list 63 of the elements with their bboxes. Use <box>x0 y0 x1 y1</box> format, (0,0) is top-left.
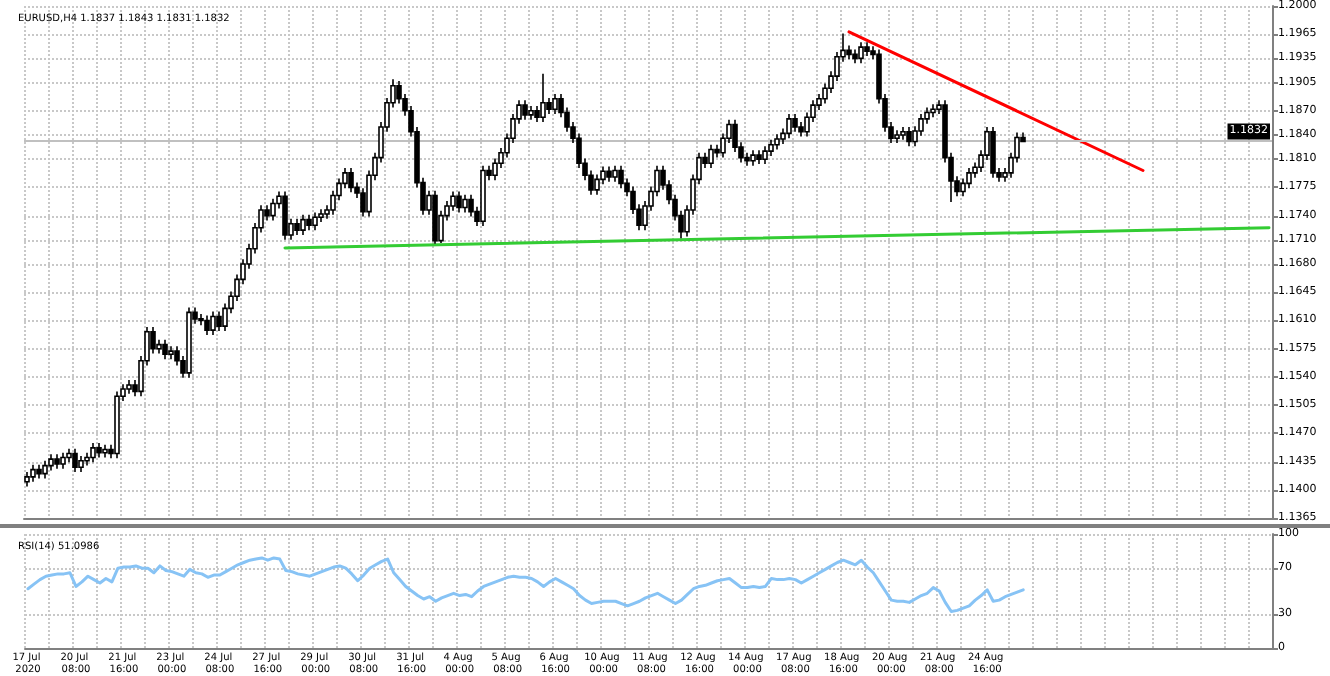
candlestick <box>456 190 462 214</box>
candlestick <box>186 306 192 379</box>
candlestick <box>312 211 318 231</box>
candlestick <box>432 189 438 245</box>
candlestick <box>102 443 108 459</box>
candlestick <box>318 208 324 223</box>
candlestick <box>540 72 546 123</box>
candlestick <box>792 113 798 133</box>
candlestick <box>210 310 216 336</box>
candlestick <box>450 190 456 212</box>
candlestick <box>216 310 222 332</box>
candlestick <box>894 129 900 144</box>
candlestick <box>84 451 90 467</box>
candlestick <box>162 339 168 360</box>
candlestick <box>756 149 762 165</box>
candlestick <box>594 173 600 196</box>
candlestick <box>708 143 714 169</box>
candlestick <box>24 471 30 488</box>
candlestick <box>198 313 204 327</box>
candlestick <box>306 214 312 231</box>
candlestick <box>114 390 120 460</box>
candlestick <box>852 48 858 65</box>
candlestick <box>270 197 276 222</box>
candlestick <box>786 113 792 140</box>
candlestick <box>78 455 84 473</box>
candlestick <box>858 41 864 65</box>
candlestick <box>48 453 54 472</box>
candlestick <box>66 447 72 464</box>
candlestick <box>750 149 756 167</box>
candlestick <box>42 459 48 480</box>
candlestick <box>522 99 528 121</box>
candlestick <box>72 447 78 473</box>
candlestick <box>300 214 306 236</box>
candlestick <box>204 314 210 336</box>
candlestick <box>462 193 468 214</box>
candlestick <box>528 105 534 121</box>
candlestick <box>990 126 996 179</box>
candlestick <box>480 164 486 227</box>
candlestick <box>60 451 66 470</box>
candlestick <box>900 126 906 141</box>
candlestick <box>552 93 558 115</box>
candlestick <box>864 41 870 57</box>
candlestick <box>96 442 102 459</box>
candlestick <box>768 139 774 157</box>
candlestick <box>930 103 936 119</box>
candlestick <box>282 190 288 241</box>
candlestick <box>348 167 354 194</box>
line-series <box>26 556 1025 614</box>
candlestick <box>30 463 36 483</box>
candlestick <box>90 442 96 464</box>
candlestick <box>618 164 624 190</box>
candlestick <box>762 145 768 165</box>
candlestick <box>126 379 132 395</box>
candlestick <box>36 463 42 480</box>
candlestick <box>468 193 474 218</box>
candlestick <box>612 164 618 183</box>
candlestick <box>606 165 612 183</box>
candlestick <box>168 345 174 360</box>
candlestick <box>966 167 972 190</box>
candlestick <box>294 218 300 236</box>
candlestick <box>906 126 912 148</box>
candlestick <box>774 133 780 151</box>
candlestick <box>54 453 60 470</box>
